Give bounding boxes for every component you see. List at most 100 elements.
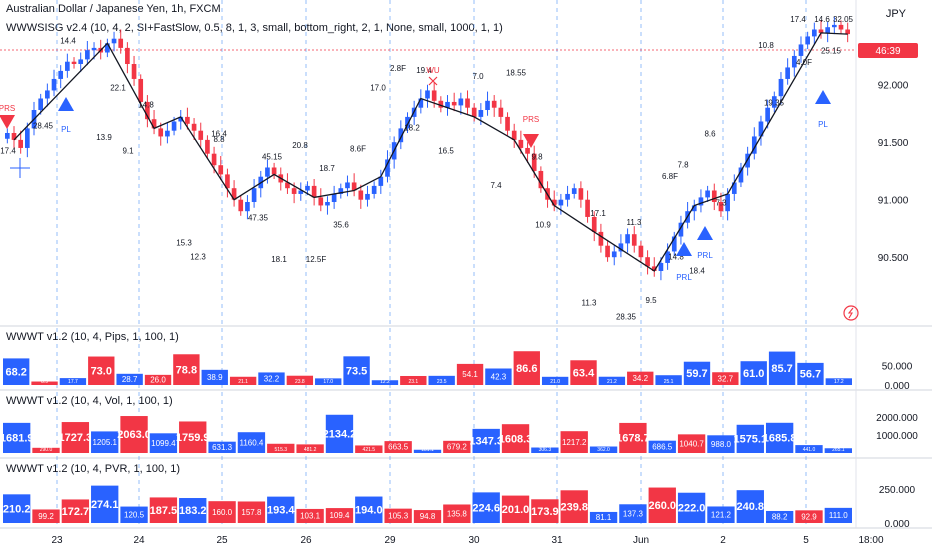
candle-body xyxy=(105,43,110,53)
histogram-bar-label: 210.2 xyxy=(3,503,31,515)
histogram-bar xyxy=(400,375,427,385)
histogram-bar-label: 34.2 xyxy=(632,374,648,383)
histogram-bar xyxy=(88,356,115,385)
histogram-bar xyxy=(768,351,796,385)
pivot-label: 13.9 xyxy=(96,133,112,142)
currency-label: JPY xyxy=(885,8,906,20)
price-axis-tick: 92.000 xyxy=(878,81,909,92)
histogram-bar-label: 23.5 xyxy=(437,379,447,385)
histogram-bar-label: 32.7 xyxy=(718,374,734,383)
time-axis-label: 2 xyxy=(720,535,726,546)
panel-axis-tick: 0.000 xyxy=(884,519,909,530)
panel-axis-tick: 50.000 xyxy=(882,362,913,373)
candle-body xyxy=(611,251,617,258)
histogram-bar xyxy=(627,371,654,385)
histogram-bar-label: 1160.4 xyxy=(239,438,263,447)
candle-body xyxy=(665,251,670,263)
candle-body xyxy=(518,139,524,148)
signal-label: WU xyxy=(426,66,440,75)
candle-body xyxy=(165,130,170,137)
histogram-bar-label: 1099.4 xyxy=(151,439,176,448)
candle-body xyxy=(658,262,664,271)
buy-signal-triangle xyxy=(697,226,713,240)
histogram-bar-label: 21.2 xyxy=(607,379,617,385)
candle-body xyxy=(585,199,590,217)
candle-body xyxy=(805,36,810,45)
candle-body xyxy=(771,96,777,108)
histogram-bar xyxy=(149,497,178,523)
histogram-bar xyxy=(648,487,676,523)
histogram-bar-label: 172.7 xyxy=(62,506,90,518)
pivot-label: 7.4 xyxy=(490,181,502,190)
candle-body xyxy=(311,185,317,198)
candle-body xyxy=(445,101,450,108)
candle-body xyxy=(71,61,77,64)
histogram-bar xyxy=(61,499,90,523)
candle-body xyxy=(631,234,637,246)
histogram-bar-label: 121.2 xyxy=(711,510,732,519)
histogram-bar xyxy=(765,510,794,523)
histogram-bar xyxy=(683,361,711,385)
candle-body xyxy=(125,47,130,64)
candle-body xyxy=(725,193,730,212)
candle-body xyxy=(565,193,570,200)
histogram-bar xyxy=(795,445,823,453)
time-axis-label: 30 xyxy=(468,535,480,546)
histogram-bar xyxy=(384,441,412,453)
signal-label: PRL xyxy=(676,273,692,282)
candle-body xyxy=(551,199,557,206)
histogram-bar-label: 73.5 xyxy=(346,365,367,377)
histogram-bar-label: 92.9 xyxy=(801,512,817,521)
histogram-bar xyxy=(598,376,626,385)
buy-signal-triangle xyxy=(815,90,831,104)
histogram-bar xyxy=(655,375,682,385)
candle-body xyxy=(505,116,510,131)
histogram-bar xyxy=(472,428,500,453)
price-axis-tick: 91.500 xyxy=(878,138,909,149)
candle-body xyxy=(305,185,310,191)
histogram-bar-label: 160.0 xyxy=(212,508,233,517)
histogram-bar-label: 17.7 xyxy=(68,379,78,385)
candle-body xyxy=(578,188,584,200)
candle-body xyxy=(198,130,204,140)
histogram-bar-label: 194.0 xyxy=(355,504,383,516)
candle-body xyxy=(185,116,190,124)
histogram-bar xyxy=(560,490,588,523)
histogram-bar-label: 362.0 xyxy=(597,447,610,453)
histogram-bar xyxy=(325,508,354,523)
histogram-bar-label: 21.0 xyxy=(550,379,560,385)
histogram-bar xyxy=(513,351,540,385)
histogram-bar xyxy=(531,447,559,453)
histogram-bar-label: 17.0 xyxy=(323,379,333,385)
candle-body xyxy=(458,98,464,106)
signal-label: PRS xyxy=(523,115,539,124)
histogram-bar xyxy=(531,499,559,523)
candle-body xyxy=(638,245,644,258)
histogram-bar xyxy=(707,506,735,523)
candle-body xyxy=(765,107,770,122)
time-axis-label: 18:00 xyxy=(858,535,883,546)
candle-body xyxy=(345,182,350,189)
panel-title: WWWT v1.2 (10, 4, Pips, 1, 100, 1) xyxy=(6,331,179,343)
histogram-bar xyxy=(428,375,455,385)
pivot-label: 19.35 xyxy=(764,98,785,107)
pivot-label: 8.8 xyxy=(213,135,225,144)
histogram-bar xyxy=(31,381,58,385)
histogram-bar xyxy=(173,354,200,385)
pivot-label: 7.8 xyxy=(677,161,689,170)
histogram-bar xyxy=(229,376,257,385)
histogram-bar-label: 239.8 xyxy=(560,501,588,513)
histogram-bar-label: 120.5 xyxy=(124,510,145,519)
candle-body xyxy=(298,190,304,194)
candle-body xyxy=(838,24,844,30)
candle-body xyxy=(45,90,50,99)
histogram-bar-label: 85.7 xyxy=(771,363,792,375)
candle-body xyxy=(218,165,224,175)
panel-title: WWWT v1.2 (10, 4, Vol, 1, 100, 1) xyxy=(6,395,173,407)
pivot-label: 18.55 xyxy=(506,69,527,78)
histogram-bar-label: 23.8 xyxy=(295,379,305,385)
histogram-bar-label: 1608.3 xyxy=(499,433,533,445)
candle-body xyxy=(171,121,177,131)
histogram-bar xyxy=(589,511,618,523)
